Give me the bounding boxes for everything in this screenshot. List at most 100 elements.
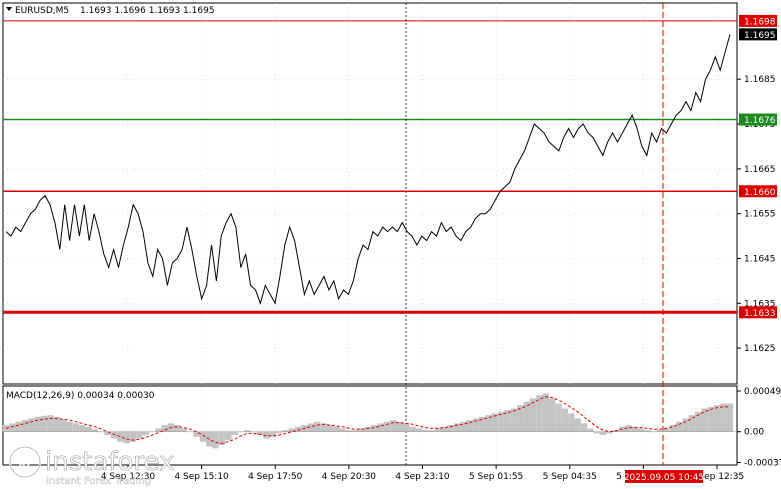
macd-bar <box>714 405 721 432</box>
macd-bar <box>339 428 346 432</box>
price-tick-label: 1.1645 <box>744 254 776 264</box>
price-tag-box-resistance <box>739 14 777 27</box>
macd-bar <box>288 428 295 432</box>
logo-mark-icon <box>17 452 31 472</box>
macd-bar <box>720 403 727 432</box>
macd-bar <box>231 431 238 435</box>
macd-bar <box>568 413 575 432</box>
price-tag-box-level_red <box>739 306 777 319</box>
macd-bar <box>536 395 543 432</box>
macd-bar <box>345 430 353 432</box>
macd-bar <box>123 431 130 444</box>
macd-bar <box>117 431 124 442</box>
macd-bar <box>390 420 397 432</box>
macd-bar <box>561 408 569 432</box>
price-tag-box-level_red <box>739 185 777 198</box>
macd-bar <box>218 431 226 445</box>
macd-bar <box>377 423 384 432</box>
macd-bar <box>136 431 143 439</box>
macd-bar <box>409 426 416 432</box>
macd-bar <box>275 431 283 434</box>
time-tick-label: 4 Sep 20:30 <box>322 472 377 482</box>
macd-indicator-label: MACD(12,26,9) 0.00034 0.00030 <box>6 391 155 401</box>
price-tag-label: 1.1633 <box>744 309 776 319</box>
vertical-markers <box>405 3 664 465</box>
macd-bar <box>9 423 16 432</box>
time-tick-label: 5 Sep 12:35 <box>690 472 744 482</box>
macd-bar <box>174 425 181 432</box>
macd-bar <box>263 431 270 439</box>
macd-bar <box>66 421 73 432</box>
macd-bar <box>663 428 670 432</box>
macd-bar <box>460 421 467 432</box>
macd-bar <box>441 426 448 432</box>
macd-bar <box>244 430 251 432</box>
macd-bar <box>371 425 378 432</box>
macd-bar <box>644 430 651 432</box>
price-tag-label: 1.1676 <box>744 116 776 126</box>
macd-bar <box>434 428 442 432</box>
macd-bar <box>517 405 524 432</box>
price-levels <box>3 20 737 314</box>
macd-bar <box>498 411 505 432</box>
watermark-brand: instaforex <box>45 447 174 477</box>
watermark-tagline: Instant Forex Trading <box>46 476 151 487</box>
ohlc-label: 1.1693 1.1696 1.1693 1.1695 <box>80 6 215 16</box>
time-tick-label: 5 Sep 04:35 <box>543 472 597 482</box>
price-tag-label: 1.1660 <box>744 188 776 198</box>
macd-bar <box>352 430 359 432</box>
macd-bar <box>625 425 632 432</box>
macd-bar <box>129 431 137 442</box>
macd-bar <box>79 425 86 432</box>
price-tick-label: 1.1625 <box>744 344 776 354</box>
macd-bar <box>40 415 48 432</box>
macd-bar <box>599 431 607 435</box>
macd-bar <box>333 426 340 432</box>
time-tick-label: 4 Sep 12:30 <box>101 472 156 482</box>
macd-bar <box>422 430 429 432</box>
logo-ring-outline <box>9 446 41 478</box>
macd-bar <box>504 410 511 432</box>
macd-bar <box>110 431 118 439</box>
macd-bar <box>212 431 219 449</box>
time-axis: 4 Sep 12:30 4 Sep 15:10 4 Sep 17:50 4 Sep 2… <box>101 465 744 483</box>
macd-bar <box>15 421 22 432</box>
price-tag-label: 1.1698 <box>744 17 776 27</box>
macd-bar <box>542 393 549 432</box>
macd-bar <box>85 426 92 432</box>
price-tick-label: 1.1685 <box>744 75 776 85</box>
macd-bar <box>314 421 321 432</box>
macd-bar <box>282 430 289 432</box>
macd-bar <box>676 421 683 432</box>
time-tick-label: 4 Sep 23:10 <box>395 472 450 482</box>
macd-bar <box>701 408 708 432</box>
macd-bar <box>402 423 410 432</box>
macd-bar <box>523 401 530 432</box>
macd-bar <box>28 418 35 432</box>
dropdown-triangle-icon[interactable] <box>6 7 12 11</box>
time-marker-label: 2025.09.05 10:45 <box>624 473 704 483</box>
macd-bar <box>510 408 518 432</box>
macd-bar <box>193 431 200 437</box>
macd-bar <box>142 431 149 435</box>
macd-bar <box>34 416 41 432</box>
time-tick-label: 5 Sep 01:55 <box>469 472 523 482</box>
macd-bar <box>549 398 556 432</box>
price-tick-label: 1.1635 <box>744 299 776 309</box>
macd-bar <box>580 423 588 432</box>
macd-tick-label: 0.00 <box>744 428 764 438</box>
macd-bar <box>161 425 168 432</box>
macd-bar <box>295 426 302 432</box>
macd-bar <box>593 431 600 434</box>
price-tag-box-level_green <box>739 113 777 126</box>
macd-bar <box>199 431 207 442</box>
price-tick-label: 1.1655 <box>744 210 776 220</box>
price-series-line <box>5 34 731 305</box>
macd-bar <box>491 413 499 432</box>
macd-bar <box>428 430 435 432</box>
macd-bar <box>555 403 562 432</box>
price-grid <box>3 3 737 465</box>
macd-signal-line <box>5 396 730 444</box>
